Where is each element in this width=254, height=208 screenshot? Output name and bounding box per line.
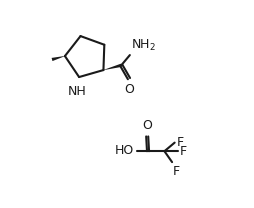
Text: O: O [124,83,134,96]
Text: O: O [142,119,152,132]
Text: F: F [172,165,180,178]
Text: NH$_2$: NH$_2$ [130,38,155,53]
Text: NH: NH [68,85,86,98]
Text: F: F [176,135,183,149]
Polygon shape [51,56,65,61]
Polygon shape [103,64,121,70]
Text: F: F [179,145,186,158]
Text: HO: HO [114,144,133,157]
